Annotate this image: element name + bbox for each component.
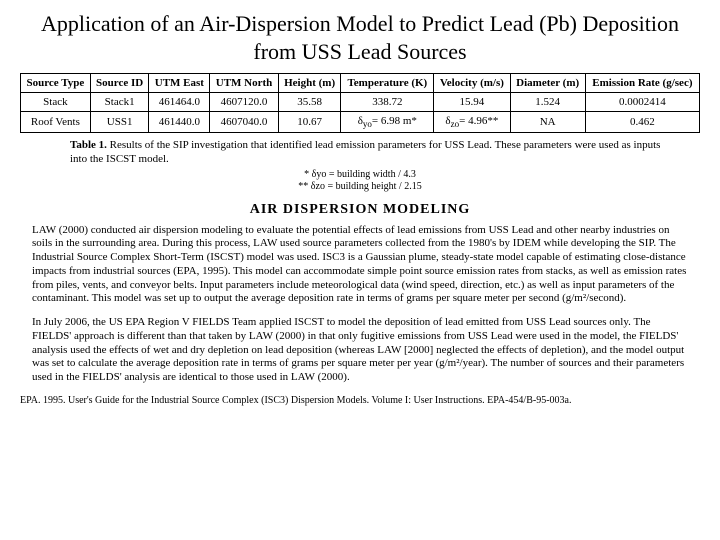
col-height: Height (m) <box>278 74 341 93</box>
cell: 0.0002414 <box>585 93 699 112</box>
table-caption: Table 1. Results of the SIP investigatio… <box>70 139 680 167</box>
table-header-row: Source Type Source ID UTM East UTM North… <box>21 74 700 93</box>
cell: 35.58 <box>278 93 341 112</box>
cell: 1.524 <box>510 93 585 112</box>
cell: 338.72 <box>341 93 434 112</box>
section-heading: AIR DISPERSION MODELING <box>20 202 700 218</box>
cell: 15.94 <box>434 93 510 112</box>
cell: USS1 <box>90 112 149 133</box>
cell: Roof Vents <box>21 112 91 133</box>
footnote-1: * δyo = building width / 4.3 <box>304 169 416 180</box>
cell: 4607120.0 <box>210 93 278 112</box>
cell-delta-zo: δzo= 4.96** <box>434 112 510 133</box>
reference-citation: EPA. 1995. User's Guide for the Industri… <box>20 395 700 407</box>
col-emission-rate: Emission Rate (g/sec) <box>585 74 699 93</box>
table-row: Roof Vents USS1 461440.0 4607040.0 10.67… <box>21 112 700 133</box>
cell: 461440.0 <box>149 112 210 133</box>
col-diameter: Diameter (m) <box>510 74 585 93</box>
cell: Stack1 <box>90 93 149 112</box>
caption-text: Results of the SIP investigation that id… <box>70 139 660 165</box>
cell: 0.462 <box>585 112 699 133</box>
col-source-id: Source ID <box>90 74 149 93</box>
caption-label: Table 1. <box>70 139 107 151</box>
page-title: Application of an Air-Dispersion Model t… <box>20 10 700 65</box>
paragraph-2: In July 2006, the US EPA Region V FIELDS… <box>32 316 688 385</box>
cell: 461464.0 <box>149 93 210 112</box>
cell: NA <box>510 112 585 133</box>
col-utm-north: UTM North <box>210 74 278 93</box>
col-utm-east: UTM East <box>149 74 210 93</box>
footnote-2: ** δzo = building height / 2.15 <box>298 181 421 192</box>
cell: 4607040.0 <box>210 112 278 133</box>
col-velocity: Velocity (m/s) <box>434 74 510 93</box>
table-footnotes: * δyo = building width / 4.3 ** δzo = bu… <box>20 169 700 194</box>
cell: 10.67 <box>278 112 341 133</box>
paragraph-1: LAW (2000) conducted air dispersion mode… <box>32 224 688 307</box>
cell: Stack <box>21 93 91 112</box>
table-row: Stack Stack1 461464.0 4607120.0 35.58 33… <box>21 93 700 112</box>
col-source-type: Source Type <box>21 74 91 93</box>
col-temperature: Temperature (K) <box>341 74 434 93</box>
cell-delta-yo: δyo= 6.98 m* <box>341 112 434 133</box>
parameters-table: Source Type Source ID UTM East UTM North… <box>20 73 700 133</box>
